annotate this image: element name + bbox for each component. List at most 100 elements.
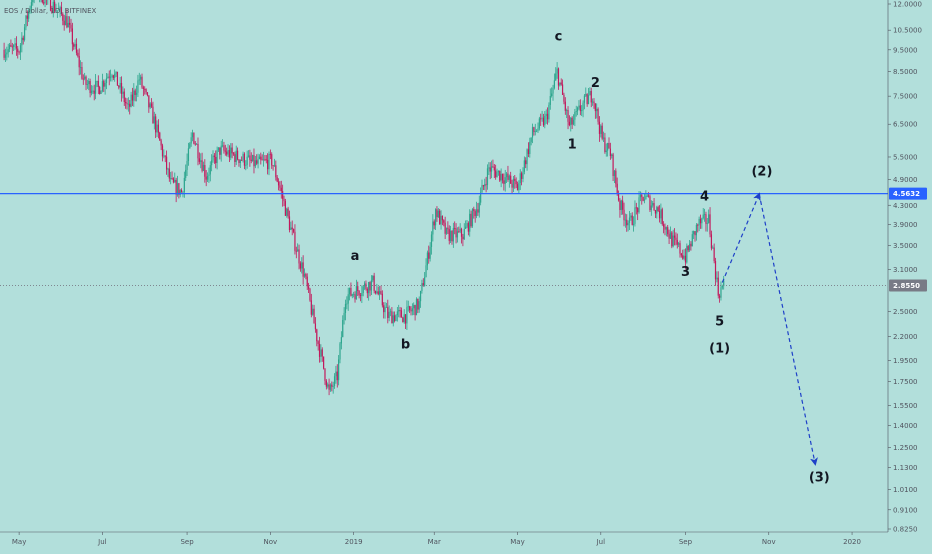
candle <box>329 383 332 392</box>
time-tick-label: Nov <box>762 538 776 546</box>
wave-label[interactable]: b <box>401 338 410 353</box>
candle <box>108 70 110 86</box>
candle <box>171 171 173 180</box>
candle <box>593 98 595 109</box>
candle <box>664 223 666 236</box>
candle <box>125 97 127 109</box>
candle <box>160 138 162 151</box>
candle <box>462 233 464 247</box>
projection-arrow[interactable] <box>758 194 818 466</box>
candle <box>475 201 478 219</box>
candle <box>363 281 366 290</box>
candle <box>213 153 215 164</box>
price-tick-label: 7.5000 <box>893 93 918 101</box>
candle <box>383 302 385 319</box>
price-axis[interactable]: 12.0000 10.5000 9.5000 8.5000 7.5000 6.5000 5.… <box>887 0 932 550</box>
wave-label[interactable]: a <box>351 249 360 264</box>
candle <box>318 336 321 363</box>
candle <box>291 220 293 236</box>
candle <box>261 154 263 161</box>
candle <box>619 198 621 218</box>
candle <box>64 12 67 26</box>
candle <box>586 93 588 107</box>
candle <box>613 169 616 184</box>
wave-label[interactable]: (1) <box>709 341 730 356</box>
candle <box>559 82 561 87</box>
candle <box>67 16 69 28</box>
price-tick-label: 1.1300 <box>893 464 918 472</box>
candle <box>17 45 19 59</box>
candle <box>307 282 310 294</box>
wave-label[interactable]: c <box>555 30 563 45</box>
candle <box>459 223 461 234</box>
time-axis[interactable]: May Jul Sep Nov 2019 Mar May Jul Sep Nov 2020 <box>0 531 932 550</box>
candle <box>417 298 419 314</box>
candle <box>39 0 40 3</box>
candle <box>699 214 702 229</box>
price-badge-label: 2.8550 <box>893 282 920 290</box>
candle <box>221 139 224 148</box>
candle <box>181 188 183 193</box>
candle <box>140 74 142 86</box>
candle <box>280 180 282 199</box>
wave-label[interactable]: 1 <box>568 137 577 152</box>
candle <box>310 293 312 318</box>
candle <box>622 195 624 215</box>
candle <box>638 191 640 214</box>
candle <box>211 154 213 172</box>
candle <box>404 314 407 329</box>
wave-label[interactable]: 5 <box>715 314 724 329</box>
candle <box>652 200 654 208</box>
candle <box>414 304 416 321</box>
candle <box>66 9 68 29</box>
candle <box>568 115 571 127</box>
candle <box>400 307 403 318</box>
candle <box>131 87 134 107</box>
candle <box>4 48 7 63</box>
candle <box>463 223 465 240</box>
candle <box>605 143 607 157</box>
projection-arrow[interactable] <box>721 192 761 283</box>
candle <box>15 36 17 56</box>
candle <box>440 210 442 230</box>
candle <box>331 381 333 392</box>
candle <box>544 111 546 129</box>
candle <box>421 279 423 294</box>
candle <box>470 210 472 228</box>
candle <box>41 0 43 4</box>
candle <box>708 209 710 224</box>
candle <box>146 92 149 97</box>
candle <box>32 0 34 6</box>
candle <box>372 275 374 283</box>
wave-label[interactable]: (2) <box>751 165 772 180</box>
candle <box>152 101 154 124</box>
candle <box>29 5 31 14</box>
candle <box>563 92 565 105</box>
wave-label[interactable]: 4 <box>700 190 709 205</box>
candle <box>202 161 205 172</box>
candle <box>574 108 576 127</box>
candle <box>669 226 672 239</box>
candle <box>391 307 393 324</box>
price-tick-label: 6.5000 <box>893 121 918 129</box>
candle <box>592 98 594 106</box>
candle <box>507 165 509 182</box>
candle <box>540 113 542 126</box>
candle <box>485 176 487 193</box>
wave-label[interactable]: 3 <box>681 265 690 280</box>
candle <box>344 299 347 321</box>
candle <box>426 250 428 271</box>
candle <box>282 184 284 207</box>
candle <box>174 172 176 183</box>
price-tick-label: 1.2500 <box>893 444 918 452</box>
candle <box>381 290 383 308</box>
candle <box>297 243 299 252</box>
wave-label[interactable]: 2 <box>591 76 600 91</box>
wave-label[interactable]: (3) <box>809 471 830 486</box>
candle <box>630 213 632 221</box>
candle <box>264 154 266 162</box>
candle <box>368 281 370 301</box>
candle <box>99 85 101 95</box>
candle <box>70 18 72 32</box>
